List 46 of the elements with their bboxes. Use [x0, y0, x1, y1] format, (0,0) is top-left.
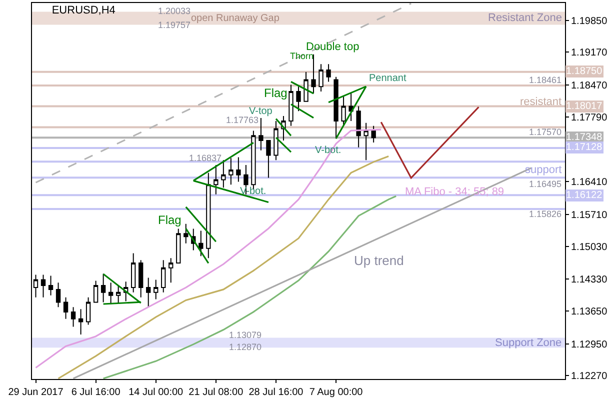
- band-label: Resistant Zone: [488, 12, 562, 24]
- y-tick-label: 1.15030: [571, 242, 608, 253]
- annotation: 1.17570: [529, 127, 562, 137]
- y-tick-label: 1.15710: [571, 210, 608, 221]
- annotation: V-bot.: [315, 145, 342, 156]
- annotation: 1.16837: [189, 153, 222, 163]
- annotation: Flag: [264, 86, 288, 100]
- ref-line-label: 1.18750: [566, 66, 603, 77]
- annotation: 1.19757: [158, 20, 191, 30]
- x-tick-label: 29 Jun 2017: [8, 387, 64, 398]
- annotation: 1.17763: [226, 115, 259, 125]
- ref-line-label: 1.16122: [566, 190, 603, 201]
- band-label: Support Zone: [495, 337, 562, 349]
- x-tick-label: 14 Jul 00:00: [128, 387, 184, 398]
- y-tick-label: 1.16410: [571, 177, 608, 188]
- y-tick-label: 1.18470: [571, 80, 608, 92]
- annotation: Thorn: [290, 51, 314, 61]
- ref-line-label: 1.18017: [566, 101, 603, 112]
- y-tick-label: 1.13650: [571, 306, 608, 318]
- annotation: Flag: [158, 213, 182, 227]
- annotation: Up trend: [354, 253, 404, 268]
- x-tick-label: 6 Jul 16:00: [71, 387, 121, 398]
- annotation: 1.13079: [229, 330, 262, 340]
- y-tick-label: 1.17790: [571, 112, 608, 124]
- x-tick-label: 28 Jul 16:00: [248, 387, 304, 398]
- annotation: resistant: [520, 96, 562, 108]
- annotation: 1.15826: [529, 209, 562, 219]
- annotation: Double top: [306, 41, 360, 53]
- ref-line-label: 1.17128: [566, 142, 603, 153]
- y-tick-label: 1.12950: [571, 339, 608, 350]
- annotation: 1.16495: [529, 179, 562, 189]
- annotation: 1.20033: [158, 6, 191, 16]
- chart-title: EURUSD,H4: [52, 4, 116, 17]
- y-tick-label: 1.19170: [571, 48, 608, 59]
- annotation: 1.18461: [529, 75, 562, 85]
- x-tick-label: 21 Jul 08:00: [188, 387, 244, 398]
- y-tick-label: 1.12270: [571, 371, 608, 382]
- annotation: V-top: [249, 106, 273, 117]
- y-tick-label: 1.14330: [571, 274, 608, 286]
- annotation: open Runaway Gap: [191, 13, 280, 24]
- annotation: support: [525, 164, 562, 176]
- x-tick-label: 7 Aug 00:00: [309, 387, 364, 398]
- annotation: 1.12870: [229, 342, 262, 352]
- ref-line-label: 1.17348: [566, 132, 603, 143]
- y-tick-label: 1.19850: [571, 16, 608, 27]
- annotation: Pennant: [369, 73, 406, 84]
